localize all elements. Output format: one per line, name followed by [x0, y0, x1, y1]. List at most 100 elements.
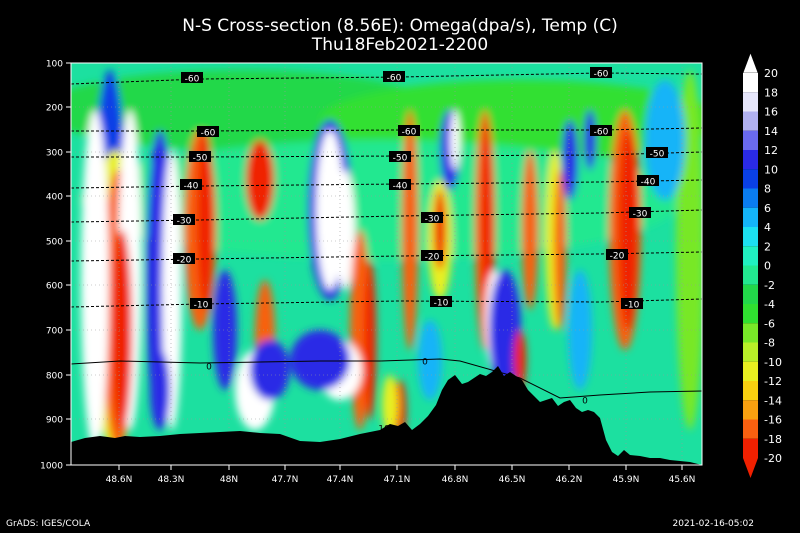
x-tick-label: 47.4N: [327, 475, 354, 485]
omega-cell: [489, 270, 521, 390]
temperature-labels: -60 -60 -60 -60 -60 -60 -50 -50 -50 -40 -40 -40 -30 -…: [173, 67, 668, 435]
colorbar-label: -16: [764, 414, 782, 427]
temperature-label-bg: [180, 179, 202, 190]
omega-field: [71, 63, 702, 465]
colorbar-label: 2: [764, 240, 771, 253]
y-tick-label: 700: [46, 327, 63, 337]
omega-cell: [402, 110, 418, 350]
colorbar-label: 12: [764, 144, 778, 157]
y-tick-label: 1000: [40, 462, 63, 472]
colorbar-label: -14: [764, 394, 782, 407]
temperature-label-bg: [389, 179, 411, 190]
colorbar-label: 8: [764, 183, 771, 196]
plot-frame: [70, 62, 703, 466]
colorbar-max-arrow: [742, 52, 759, 74]
temperature-label: -60: [402, 128, 417, 138]
omega-cell: [554, 170, 566, 330]
omega-cell: [250, 340, 290, 400]
colorbar-label: 4: [764, 221, 771, 234]
omega-cell: [364, 260, 376, 420]
temperature-label-bg: [197, 126, 219, 137]
temperature-label: -10: [194, 301, 209, 311]
temperature-label: -20: [610, 252, 625, 262]
x-tick-label: 46.5N: [499, 475, 526, 485]
temperature-label-bg: [629, 207, 651, 218]
omega-cell: [81, 110, 109, 450]
temperature-label-bg: [189, 151, 211, 162]
colorbar-label: 6: [764, 202, 771, 215]
omega-cell: [584, 110, 596, 170]
temperature-label-bg: [173, 214, 195, 225]
temperature-label: -60: [594, 128, 609, 138]
colorbar-swatch: [743, 323, 758, 343]
omega-cell: [645, 80, 685, 200]
y-tick-label: 800: [46, 372, 63, 382]
temperature-label-bg: [190, 298, 212, 309]
temperature-label-bg: [637, 175, 659, 186]
x-axis: 48.6N 48.3N 48N 47.7N 47.4N 47.1N 46.8N 46.5N 46…: [106, 465, 696, 485]
colorbar-swatch: [743, 361, 758, 381]
chart-title: N-S Cross-section (8.56E): Omega(dpa/s),…: [182, 16, 618, 36]
temperature-contour: [71, 151, 702, 158]
temperature-label-bg: [383, 71, 405, 82]
temperature-label-bg: [421, 212, 443, 223]
x-tick-label: 47.1N: [384, 475, 411, 485]
temperature-contour: [71, 251, 702, 262]
omega-cell: [150, 350, 170, 430]
x-tick-label: 45.6N: [669, 475, 696, 485]
x-tick-label: 48.3N: [158, 475, 185, 485]
colorbar-swatch: [743, 419, 758, 439]
temperature-contour: [71, 209, 702, 223]
temperature-label: -60: [185, 75, 200, 85]
y-axis: 100 200 300 400 500 600 700 800 900 1000: [40, 60, 71, 472]
chart-subtitle: Thu18Feb2021-2200: [311, 35, 489, 55]
temperature-contour: [71, 72, 702, 85]
temperature-label: -60: [387, 74, 402, 84]
footer-credit: GrADS: IGES/COLA: [6, 519, 91, 529]
colorbar-swatch: [743, 207, 758, 227]
colorbar-label: -6: [764, 317, 775, 330]
y-tick-label: 200: [46, 104, 63, 114]
colorbar-swatch: [743, 150, 758, 170]
temperature-label-bg: [173, 253, 195, 264]
colorbar-swatch: [743, 227, 758, 247]
temperature-label-bg: [621, 298, 643, 309]
colorbar: 20181614121086420-2-4-6-8-10-12-14-16-18…: [742, 52, 782, 478]
colorbar-swatch: [743, 381, 758, 401]
colorbar-swatch: [743, 284, 758, 304]
x-tick-label: 48.6N: [106, 475, 133, 485]
colorbar-label: 16: [764, 106, 778, 119]
colorbar-label: 18: [764, 86, 778, 99]
temperature-label: -40: [393, 182, 408, 192]
colorbar-label: -2: [764, 279, 775, 292]
x-tick-label: 45.9N: [613, 475, 640, 485]
colorbar-label: -20: [764, 452, 782, 465]
colorbar-swatch: [743, 169, 758, 189]
temperature-contour: [71, 298, 702, 308]
y-tick-label: 300: [46, 149, 63, 159]
x-tick-label: 48N: [220, 475, 238, 485]
colorbar-swatch: [743, 400, 758, 420]
footer-timestamp: 2021-02-16-05:02: [672, 519, 755, 529]
colorbar-label: -4: [764, 298, 775, 311]
temperature-label-bg: [421, 250, 443, 261]
colorbar-swatch: [743, 438, 758, 458]
temperature-label: -40: [641, 178, 656, 188]
temperature-label-bg: [590, 67, 612, 78]
omega-cell: [112, 230, 132, 430]
temperature-label-bg: [398, 125, 420, 136]
omega-cell: [197, 130, 213, 310]
colorbar-label: 0: [764, 260, 771, 273]
colorbar-min-arrow: [743, 458, 758, 478]
temperature-label-bg: [646, 147, 668, 158]
x-tick-label: 46.8N: [442, 475, 469, 485]
colorbar-label: 20: [764, 67, 778, 80]
colorbar-swatch: [743, 73, 758, 93]
colorbar-swatch: [743, 265, 758, 285]
temperature-label: 10: [378, 425, 390, 435]
colorbar-swatch: [743, 188, 758, 208]
temperature-label: -20: [177, 256, 192, 266]
y-tick-label: 100: [46, 60, 63, 70]
temperature-contour: [71, 179, 702, 189]
